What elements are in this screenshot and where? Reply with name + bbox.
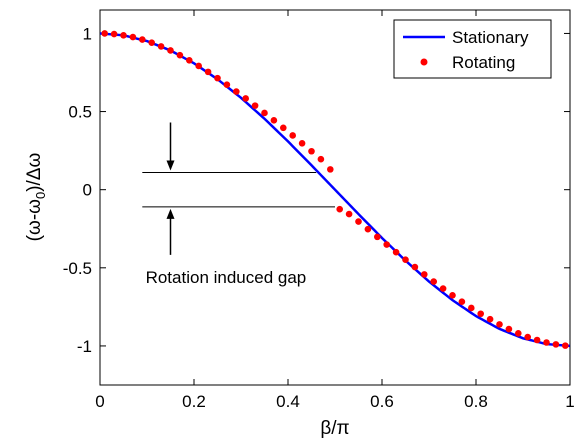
y-axis-label: (ω-ω0)/Δω: [24, 152, 48, 241]
data-point-rotating: [421, 271, 428, 278]
legend-box: [393, 19, 552, 79]
data-point-rotating: [477, 310, 485, 318]
data-series: [99, 30, 571, 349]
data-point-rotating: [261, 109, 268, 117]
arrow-down-icon: [166, 160, 175, 171]
data-point-rotating: [139, 36, 146, 43]
data-point-rotating: [336, 205, 344, 213]
data-point-rotating: [233, 88, 240, 95]
data-point-rotating: [317, 155, 325, 163]
x-tick-label: 0.6: [370, 392, 394, 411]
data-point-rotating: [533, 336, 541, 344]
data-point-rotating: [486, 315, 494, 323]
data-point-rotating: [383, 241, 391, 248]
data-point-rotating: [242, 95, 249, 102]
data-point-rotating: [430, 278, 438, 285]
legend-label-rotating: Rotating: [452, 53, 515, 72]
gap-annotation: Rotation induced gap: [142, 122, 335, 287]
y-tick-label: -1: [77, 337, 92, 356]
data-point-rotating: [110, 30, 118, 38]
x-tick-label: 0.2: [182, 392, 206, 411]
y-tick-label: 1: [83, 24, 92, 43]
x-tick-label: 1: [565, 392, 574, 411]
data-point-rotating: [524, 333, 531, 341]
data-point-rotating: [505, 325, 513, 333]
data-point-rotating: [214, 74, 221, 82]
data-point-rotating: [289, 132, 297, 139]
axis-ticks: 0 0.2 0.4 0.6 0.8 1 -1 -0.5 0 0.5 1: [63, 10, 575, 411]
data-point-rotating: [120, 32, 127, 39]
data-point-rotating: [364, 225, 372, 233]
data-point-rotating: [562, 342, 569, 349]
data-point-rotating: [374, 233, 381, 241]
data-point-rotating: [129, 33, 137, 41]
data-point-rotating: [167, 47, 174, 54]
data-point-rotating: [392, 248, 400, 256]
legend-dot-swatch: [420, 58, 428, 66]
data-point-rotating: [157, 43, 165, 50]
data-point-rotating: [223, 81, 231, 88]
data-point-rotating: [458, 298, 466, 306]
data-point-rotating: [552, 341, 560, 348]
data-point-rotating: [195, 62, 202, 70]
data-point-rotating: [449, 292, 456, 299]
data-point-rotating: [251, 102, 259, 109]
x-tick-label: 0: [95, 392, 104, 411]
data-point-rotating: [411, 263, 419, 271]
data-point-rotating: [186, 57, 193, 64]
data-point-rotating: [496, 321, 503, 328]
data-point-rotating: [280, 124, 287, 132]
y-tick-label: 0.5: [68, 103, 92, 122]
data-point-rotating: [402, 256, 409, 263]
x-tick-label: 0.4: [276, 392, 300, 411]
data-point-rotating: [176, 51, 184, 59]
data-point-rotating: [355, 218, 362, 225]
x-tick-label: 0.8: [464, 392, 488, 411]
data-point-rotating: [345, 210, 353, 218]
annotation-text: Rotation induced gap: [146, 268, 307, 287]
legend-label-stationary: Stationary: [452, 28, 529, 47]
y-tick-label: 0: [83, 181, 92, 200]
data-point-rotating: [327, 166, 334, 173]
data-point-rotating: [270, 117, 278, 124]
data-point-rotating: [308, 147, 315, 155]
data-point-rotating: [298, 139, 306, 147]
arrow-up-icon: [166, 208, 175, 219]
data-point-rotating: [543, 339, 550, 346]
legend: Stationary Rotating: [393, 19, 552, 79]
data-point-rotating: [468, 304, 475, 312]
x-axis-label: β/π: [320, 418, 349, 439]
data-point-rotating: [439, 285, 447, 292]
y-tick-label: -0.5: [63, 259, 92, 278]
data-point-rotating: [148, 39, 155, 46]
data-point-rotating: [101, 30, 108, 37]
data-point-rotating: [515, 329, 522, 337]
data-point-rotating: [204, 68, 212, 76]
